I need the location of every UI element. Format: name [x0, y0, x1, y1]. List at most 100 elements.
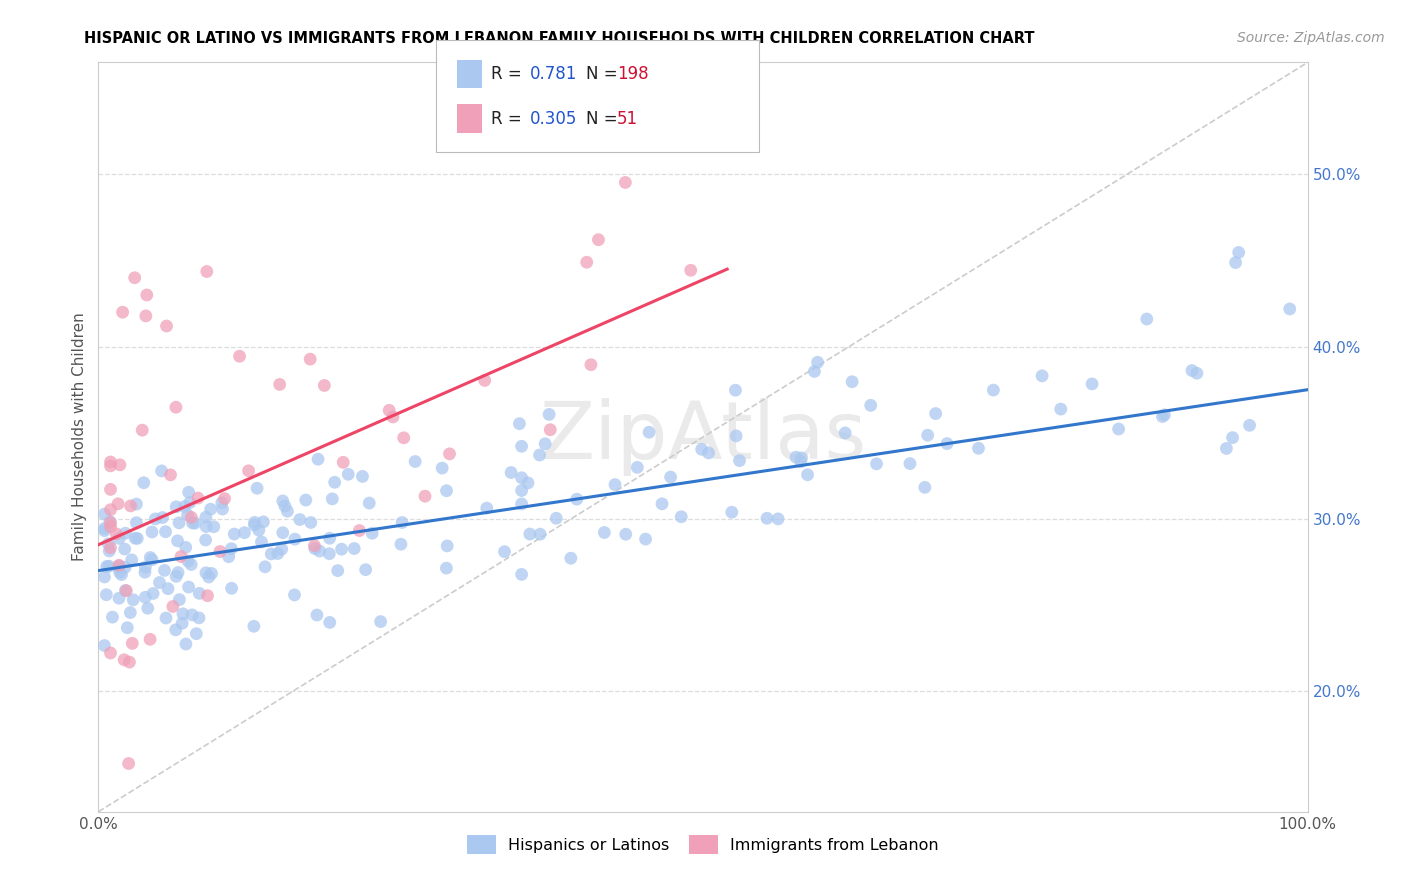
Point [155, 319, 177, 334]
Point [177, 580, 200, 594]
Point [326, 564, 349, 578]
Point [170, 549, 193, 564]
Point [100, 502, 122, 516]
Point [108, 532, 131, 546]
Point [538, 423, 561, 437]
Point [114, 560, 136, 574]
Point [101, 610, 124, 624]
Point [221, 582, 243, 596]
Point [124, 270, 146, 285]
Point [370, 615, 392, 629]
Point [122, 592, 145, 607]
Point [983, 383, 1005, 397]
Point [724, 383, 747, 397]
Text: N =: N = [586, 110, 623, 128]
Point [354, 563, 377, 577]
Point [107, 560, 129, 574]
Point [517, 475, 540, 490]
Point [614, 527, 637, 541]
Point [172, 616, 194, 631]
Point [134, 560, 156, 574]
Point [1239, 418, 1261, 433]
Point [1031, 368, 1053, 383]
Point [121, 636, 143, 650]
Point [321, 491, 343, 506]
Point [914, 480, 936, 494]
Legend: Hispanics or Latinos, Immigrants from Lebanon: Hispanics or Latinos, Immigrants from Le… [461, 829, 945, 860]
Point [299, 516, 322, 530]
Point [626, 460, 648, 475]
Point [720, 505, 742, 519]
Point [93, 521, 115, 535]
Point [120, 606, 142, 620]
Point [111, 305, 134, 319]
Point [252, 515, 274, 529]
Point [153, 563, 176, 577]
Point [436, 483, 458, 498]
Point [93, 639, 115, 653]
Point [98, 544, 121, 558]
Point [785, 450, 807, 465]
Point [834, 425, 856, 440]
Point [198, 570, 221, 584]
Point [917, 428, 939, 442]
Point [1278, 301, 1301, 316]
Point [134, 591, 156, 605]
Point [108, 558, 131, 573]
Point [575, 255, 598, 269]
Point [165, 569, 187, 583]
Point [141, 552, 163, 566]
Point [318, 531, 340, 545]
Point [392, 431, 415, 445]
Point [283, 588, 305, 602]
Point [560, 551, 582, 566]
Point [152, 510, 174, 524]
Point [1185, 366, 1208, 380]
Point [679, 263, 702, 277]
Point [898, 457, 921, 471]
Point [352, 469, 374, 483]
Point [841, 375, 863, 389]
Point [148, 575, 170, 590]
Point [187, 491, 209, 505]
Point [112, 653, 135, 667]
Point [529, 527, 551, 541]
Text: ZipAtlas: ZipAtlas [540, 398, 866, 476]
Point [188, 611, 211, 625]
Point [1081, 376, 1104, 391]
Point [177, 485, 200, 500]
Point [100, 519, 122, 533]
Point [142, 586, 165, 600]
Text: 0.305: 0.305 [530, 110, 578, 128]
Point [967, 442, 990, 456]
Point [200, 502, 222, 516]
Point [307, 452, 329, 467]
Point [359, 496, 381, 510]
Point [243, 518, 266, 533]
Point [108, 458, 131, 472]
Point [136, 601, 159, 615]
Point [361, 526, 384, 541]
Point [121, 553, 143, 567]
Point [100, 483, 122, 497]
Point [638, 425, 661, 440]
Point [159, 467, 181, 482]
Point [165, 401, 187, 415]
Point [510, 567, 533, 582]
Point [174, 637, 197, 651]
Point [565, 492, 588, 507]
Point [98, 515, 121, 529]
Point [93, 524, 115, 538]
Point [247, 523, 270, 537]
Point [1222, 431, 1244, 445]
Point [756, 511, 779, 525]
Point [167, 566, 190, 580]
Point [132, 475, 155, 490]
Point [510, 483, 533, 498]
Point [382, 409, 405, 424]
Point [186, 626, 208, 640]
Point [404, 454, 426, 468]
Point [165, 500, 187, 514]
Point [173, 500, 195, 514]
Point [194, 510, 217, 524]
